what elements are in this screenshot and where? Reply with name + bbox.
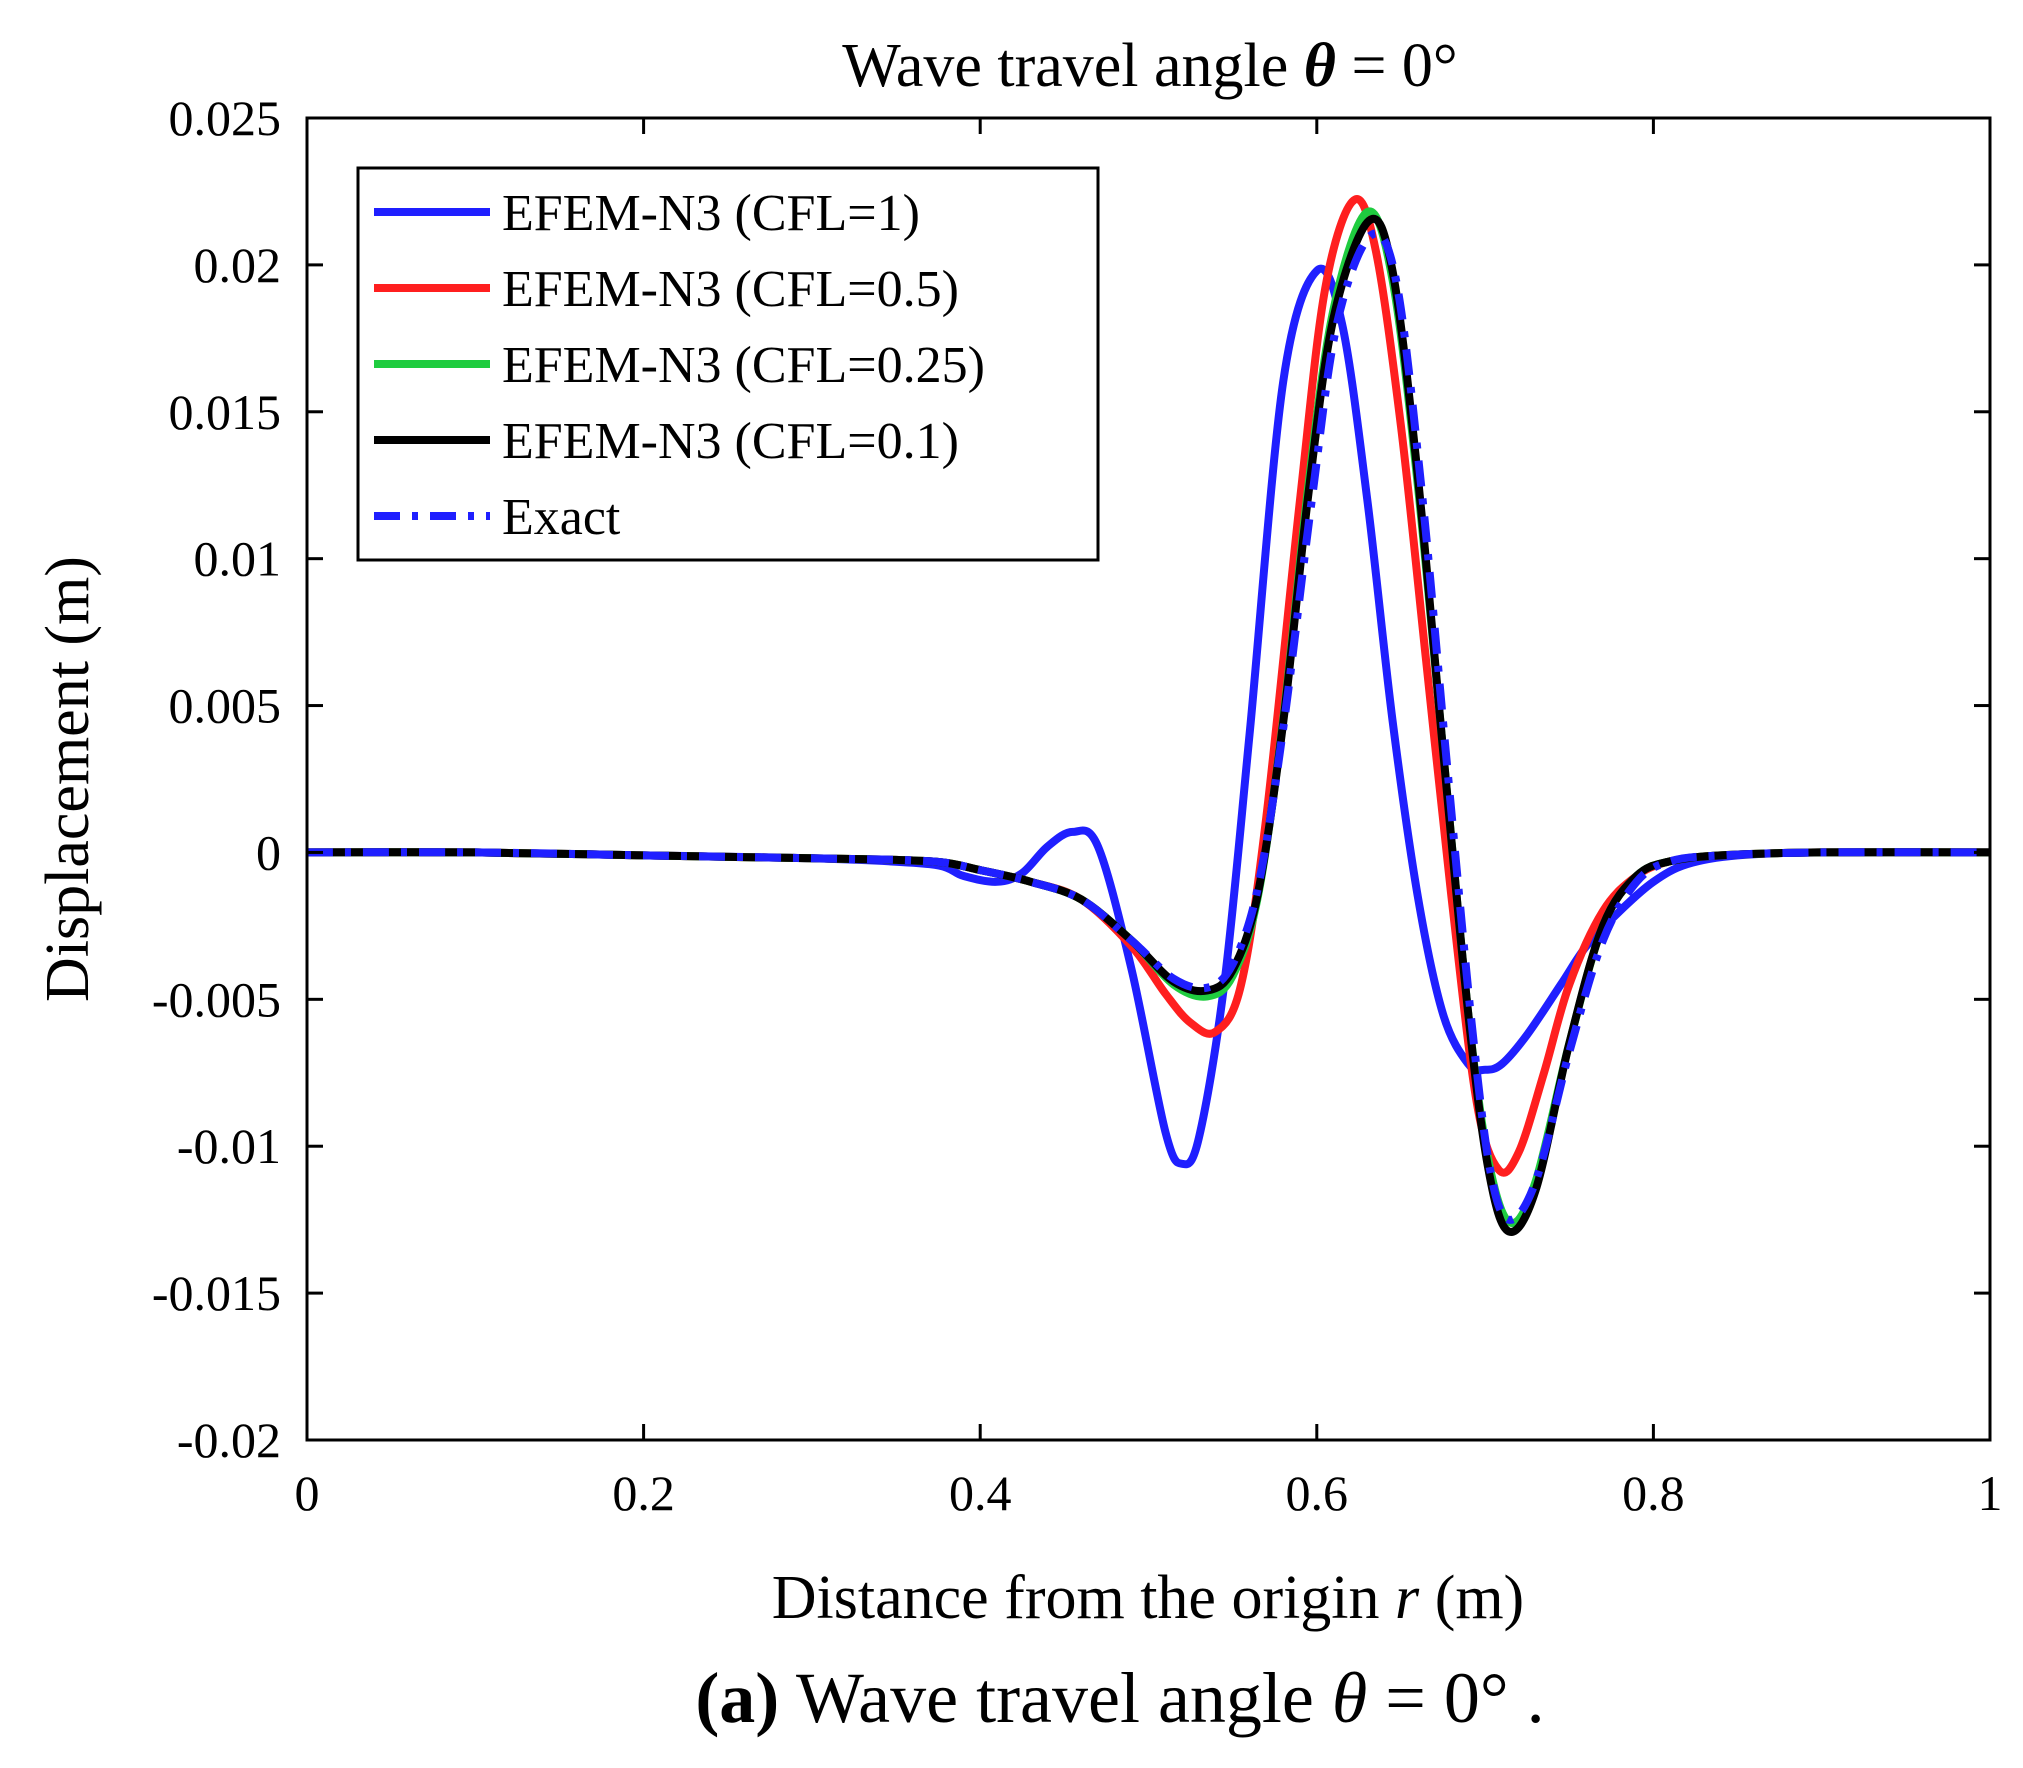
chart-title-prefix: Wave travel angle [842, 32, 1304, 100]
legend-label-efem-n3-cfl-0-25: EFEM-N3 (CFL=0.25) [502, 337, 985, 394]
chart-title-suffix: = 0° [1336, 32, 1458, 100]
legend-label-efem-n3-cfl-0-5: EFEM-N3 (CFL=0.5) [502, 261, 959, 318]
y-tick-label: -0.02 [177, 1412, 281, 1468]
y-tick-label: 0.025 [169, 90, 282, 146]
y-tick-label: 0.01 [194, 531, 282, 587]
series-line-exact [306, 229, 1991, 1224]
x-tick-label: 0.4 [949, 1465, 1012, 1521]
x-axis-label-symbol: r [1395, 1564, 1420, 1632]
y-tick-label: -0.005 [152, 971, 281, 1027]
caption-suffix: = 0° . [1367, 1658, 1544, 1738]
y-tick-label: 0.015 [169, 384, 282, 440]
axes-box [305, 116, 1992, 1442]
chart-title: Wave travel angle θ = 0° [842, 32, 1457, 100]
x-tick-label: 0 [295, 1465, 320, 1521]
y-tick-label: 0.005 [169, 678, 282, 734]
legend-label-efem-n3-cfl-0-1: EFEM-N3 (CFL=0.1) [502, 413, 959, 470]
y-tick-label: 0.02 [194, 237, 282, 293]
x-axis-label: Distance from the origin r (m) [772, 1564, 1524, 1632]
y-tick-label: -0.01 [177, 1118, 281, 1174]
caption-label: (a) [695, 1658, 779, 1738]
legend: EFEM-N3 (CFL=1) EFEM-N3 (CFL=0.5) EFEM-N3 … [356, 166, 1100, 562]
legend-items: EFEM-N3 (CFL=1) EFEM-N3 (CFL=0.5) EFEM-N3 … [374, 185, 985, 546]
y-tick-label: -0.015 [152, 1265, 281, 1321]
chart-title-symbol: θ [1304, 32, 1336, 100]
caption-symbol: θ [1332, 1658, 1367, 1738]
y-axis-label: Displacement (m) [34, 556, 102, 1002]
legend-label-efem-n3-cfl-1: EFEM-N3 (CFL=1) [502, 185, 920, 242]
x-axis-ticks: 0 0.2 0.4 0.6 0.8 1 [295, 118, 2003, 1521]
x-tick-label: 1 [1978, 1465, 2003, 1521]
y-axis-ticks: 0.025 0.02 0.015 0.01 0.005 0 -0.005 -0.01 -0.01… [152, 90, 1990, 1468]
y-tick-label: 0 [256, 824, 281, 880]
legend-label-exact: Exact [502, 489, 621, 546]
caption-prefix: Wave travel angle [779, 1658, 1332, 1738]
x-axis-label-prefix: Distance from the origin [772, 1564, 1395, 1632]
x-tick-label: 0.6 [1286, 1465, 1349, 1521]
x-axis-label-suffix: (m) [1419, 1564, 1524, 1632]
series-layer [306, 195, 1991, 1236]
x-tick-label: 0.8 [1622, 1465, 1685, 1521]
x-tick-label: 0.2 [612, 1465, 675, 1521]
figure-caption: (a) Wave travel angle θ = 0° . [695, 1658, 1544, 1738]
